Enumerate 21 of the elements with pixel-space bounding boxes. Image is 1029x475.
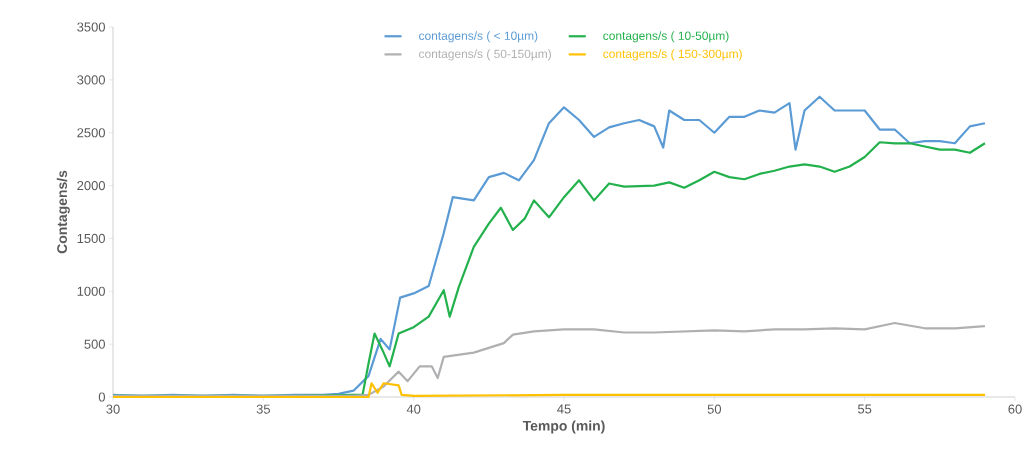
x-tick-label: 45: [557, 404, 571, 414]
y-tick-label: 2500: [77, 128, 105, 138]
y-tick-label: 1500: [77, 233, 105, 244]
x-axis-title: Tempo (min): [522, 420, 605, 434]
x-tick-label: 60: [1008, 404, 1022, 414]
legend-label: contagens/s ( 150-300µm): [603, 49, 742, 61]
x-tick-label: 30: [106, 404, 120, 414]
y-tick-label: 1000: [77, 286, 105, 296]
y-axis-title: Contagens/s: [56, 170, 70, 254]
y-tick-label: 0: [98, 392, 105, 402]
y-tick-label: 3000: [77, 75, 105, 85]
legend-label: contagens/s ( 10-50µm): [603, 31, 729, 43]
y-tick-label: 3500: [77, 22, 105, 32]
x-tick-label: 55: [857, 404, 872, 414]
x-tick-label: 35: [256, 404, 270, 414]
y-tick-label: 2000: [77, 180, 105, 191]
legend-label: contagens/s ( < 10µm): [419, 31, 538, 43]
legend-label: contagens/s ( 50-150µm): [419, 49, 551, 61]
x-tick-label: 50: [707, 404, 722, 414]
y-tick-label: 500: [84, 339, 105, 349]
x-tick-label: 40: [406, 404, 421, 414]
